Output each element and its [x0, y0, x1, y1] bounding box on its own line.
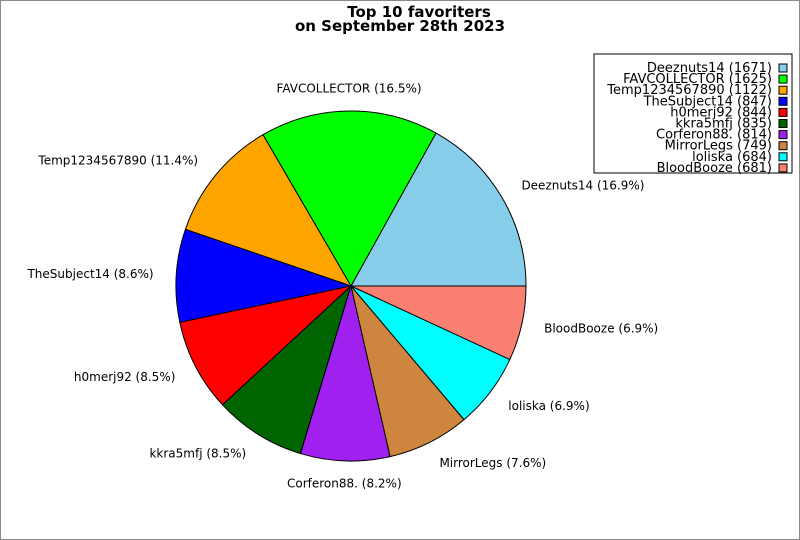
legend-swatch	[778, 130, 788, 140]
slice-label: Temp1234567890 (11.4%)	[37, 154, 198, 168]
legend-entry: Corferon88. (814)	[656, 128, 772, 143]
slice-label: h0merj92 (8.5%)	[74, 370, 176, 384]
slice-label: Corferon88. (8.2%)	[287, 477, 402, 491]
legend-swatch	[778, 163, 788, 173]
legend-entry: FAVCOLLECTOR (1625)	[623, 72, 772, 87]
legend-entry: Deeznuts14 (1671)	[647, 61, 772, 76]
legend-entry: MirrorLegs (749)	[665, 139, 772, 154]
legend-entry: h0merj92 (844)	[670, 105, 772, 120]
legend-entry: Temp1234567890 (1122)	[606, 83, 772, 98]
pie-slice-corferon88	[299, 284, 391, 462]
pie-slice-temp1234567890	[184, 134, 353, 287]
slice-label: FAVCOLLECTOR (16.5%)	[277, 81, 422, 95]
pie-slice-kkra5mfj	[221, 284, 353, 455]
legend-swatch	[778, 107, 788, 117]
pie-slice-thesubject14	[175, 228, 353, 323]
legend-swatch	[778, 96, 788, 106]
legend-box	[593, 53, 793, 174]
legend-entry: loliska (684)	[692, 150, 772, 165]
chart-title-line-2: on September 28th 2023	[295, 17, 505, 35]
legend-entry: BloodBooze (681)	[657, 161, 772, 176]
slice-label: TheSubject14 (8.6%)	[26, 267, 153, 281]
chart-title-line-1: Top 10 favoriters	[347, 3, 491, 21]
pie-slice-h0merj92	[179, 285, 353, 406]
legend-swatch	[778, 141, 788, 151]
slice-label: loliska (6.9%)	[508, 399, 589, 413]
slice-label: BloodBooze (6.9%)	[544, 322, 658, 336]
pie-slice-bloodbooze	[350, 285, 527, 361]
slice-label: Deeznuts14 (16.9%)	[521, 179, 644, 193]
pie-slice-favcollector	[262, 110, 437, 288]
legend-swatch	[778, 119, 788, 128]
legend-swatch	[778, 152, 788, 162]
legend-swatch	[778, 85, 788, 95]
legend-swatch	[778, 74, 788, 84]
legend-entry: TheSubject14 (847)	[643, 94, 772, 109]
slice-label: MirrorLegs (7.6%)	[439, 456, 546, 470]
slice-label: kkra5mfj (8.5%)	[149, 447, 246, 461]
pie-slice-deeznuts14	[350, 132, 527, 287]
legend-swatch	[778, 63, 788, 73]
legend-entry: kkra5mfj (835)	[675, 117, 772, 132]
